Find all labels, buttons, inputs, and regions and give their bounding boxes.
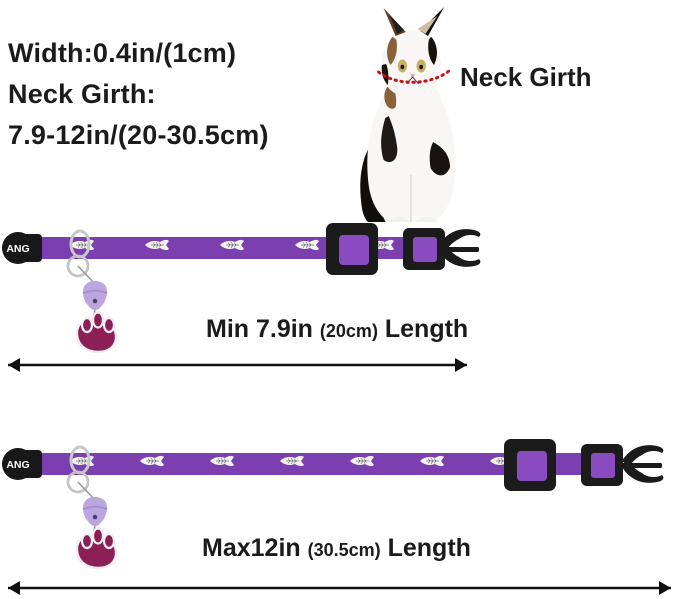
svg-text:ANG: ANG	[6, 243, 29, 255]
svg-text:ANG: ANG	[6, 459, 29, 471]
